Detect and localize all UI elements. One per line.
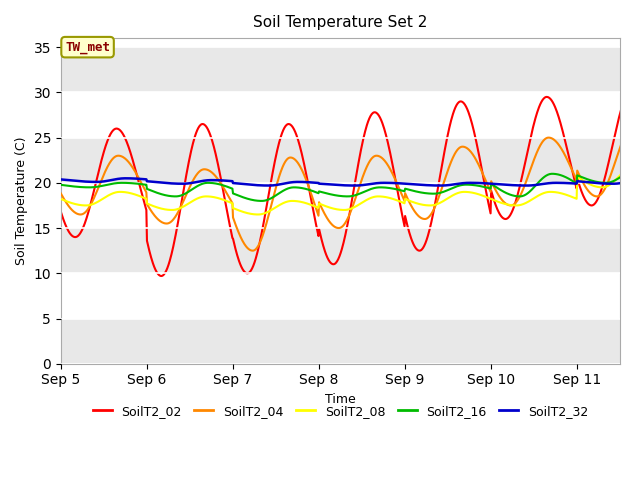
Bar (61, 138, 620, 183)
X-axis label: Time: Time (325, 393, 356, 406)
Bar (61, 47, 620, 92)
Title: Soil Temperature Set 2: Soil Temperature Set 2 (253, 15, 428, 30)
Legend: SoilT2_02, SoilT2_04, SoilT2_08, SoilT2_16, SoilT2_32: SoilT2_02, SoilT2_04, SoilT2_08, SoilT2_… (88, 400, 593, 422)
Y-axis label: Soil Temperature (C): Soil Temperature (C) (15, 137, 28, 265)
Text: TW_met: TW_met (65, 41, 110, 54)
Bar (61, 228, 620, 273)
Bar (61, 319, 620, 364)
